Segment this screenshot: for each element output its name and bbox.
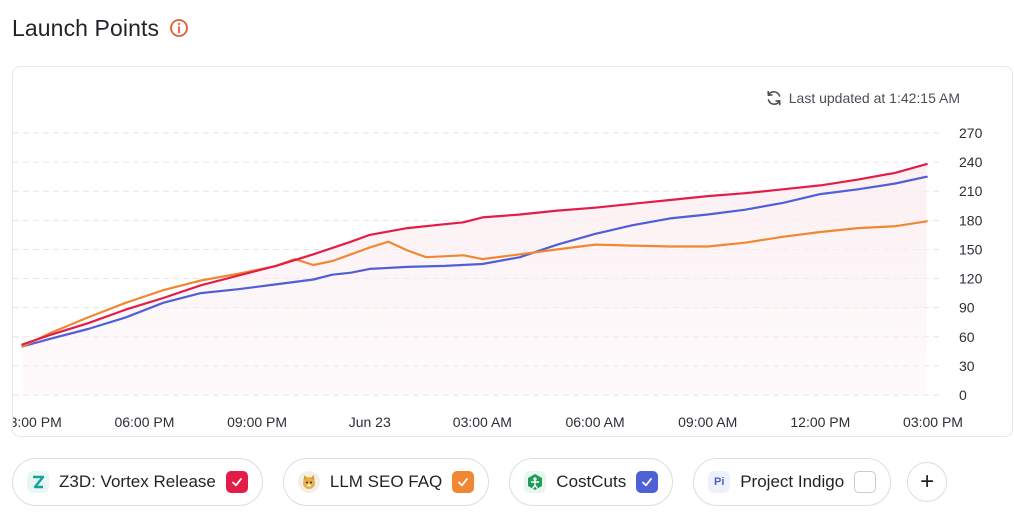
line-chart: 0 30 60 90 120 150 180 210 240 270 03:00 PM 06:00 P… bbox=[13, 125, 983, 430]
checkbox-unchecked-icon[interactable] bbox=[854, 471, 877, 493]
legend-label: LLM SEO FAQ bbox=[329, 472, 443, 491]
last-updated-text: Last updated at 1:42:15 AM bbox=[788, 90, 960, 106]
legend-chip-project-indigo[interactable]: Pi Project Indigo bbox=[693, 458, 892, 506]
add-series-button[interactable]: + bbox=[907, 462, 948, 502]
z3d-logo-icon bbox=[27, 471, 49, 493]
y-tick-label: 120 bbox=[959, 271, 983, 287]
x-tick-label: Jun 23 bbox=[349, 414, 391, 430]
pi-logo-icon: Pi bbox=[708, 471, 731, 493]
series-area-fill bbox=[22, 164, 927, 395]
x-tick-label: 09:00 AM bbox=[678, 414, 737, 430]
refresh-icon[interactable] bbox=[765, 89, 783, 107]
series-line-z3d-vortex-release bbox=[21, 163, 928, 346]
x-tick-label: 12:00 PM bbox=[790, 414, 850, 430]
series-line-costcuts bbox=[21, 175, 928, 348]
x-tick-label: 09:00 PM bbox=[227, 414, 287, 430]
x-tick-label: 06:00 PM bbox=[114, 414, 174, 430]
y-tick-label: 0 bbox=[959, 387, 967, 403]
y-tick-label: 270 bbox=[959, 125, 983, 141]
legend-label: Project Indigo bbox=[740, 472, 845, 491]
checkbox-checked-icon[interactable] bbox=[636, 471, 659, 493]
y-tick-label: 30 bbox=[959, 358, 975, 374]
costcuts-logo-icon bbox=[524, 471, 547, 493]
series-legend: Z3D: Vortex Release LLM SEO FAQ bbox=[12, 458, 948, 506]
legend-chip-z3d[interactable]: Z3D: Vortex Release bbox=[12, 458, 263, 506]
y-tick-label: 180 bbox=[959, 212, 983, 228]
y-tick-label: 60 bbox=[959, 329, 975, 345]
legend-label: Z3D: Vortex Release bbox=[59, 472, 216, 491]
last-updated-status: Last updated at 1:42:15 AM bbox=[765, 89, 960, 107]
checkbox-checked-icon[interactable] bbox=[452, 471, 475, 493]
legend-label: CostCuts bbox=[556, 472, 627, 491]
legend-chip-llm-seo-faq[interactable]: LLM SEO FAQ bbox=[282, 458, 490, 506]
x-tick-label: 03:00 PM bbox=[13, 414, 62, 430]
plus-icon: + bbox=[920, 468, 935, 495]
page-title: Launch Points bbox=[12, 14, 160, 41]
chart-card: 0 30 60 90 120 150 180 210 240 270 03:00 PM 06:00 P… bbox=[12, 66, 1013, 437]
cat-avatar-icon bbox=[297, 471, 320, 493]
y-tick-label: 210 bbox=[959, 183, 983, 199]
checkbox-checked-icon[interactable] bbox=[225, 471, 248, 493]
header: Launch Points bbox=[12, 12, 189, 44]
y-tick-label: 150 bbox=[959, 241, 983, 257]
y-tick-label: 90 bbox=[959, 300, 975, 316]
x-tick-label: 03:00 AM bbox=[453, 414, 512, 430]
x-tick-label: 03:00 PM bbox=[903, 414, 963, 430]
info-circle-icon[interactable] bbox=[169, 18, 189, 38]
series-line-llm-seo-faq bbox=[21, 220, 928, 348]
legend-chip-costcuts[interactable]: CostCuts bbox=[509, 458, 674, 506]
y-tick-label: 240 bbox=[959, 154, 983, 170]
x-tick-label: 06:00 AM bbox=[565, 414, 624, 430]
